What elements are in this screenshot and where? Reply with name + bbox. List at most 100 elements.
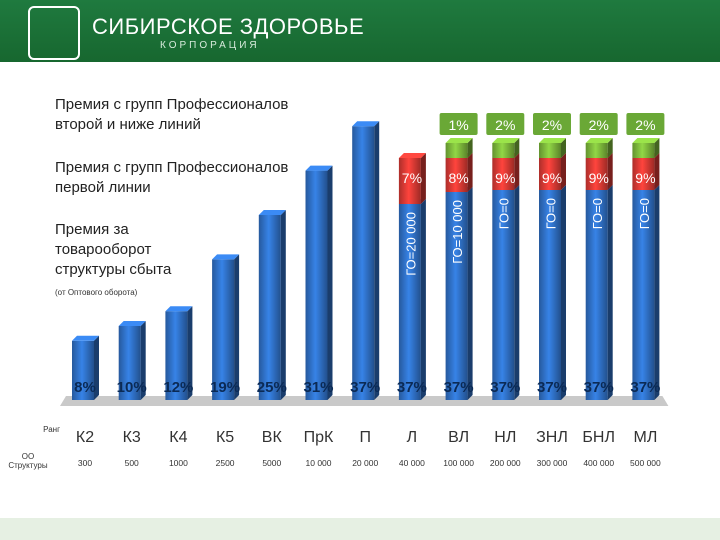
bar-blue-12: [585, 190, 608, 400]
bar-red-label-12: 9%: [589, 170, 609, 186]
bar-blue-6: [305, 170, 328, 400]
bar-blue-label-2: 10%: [117, 379, 147, 396]
bar-blue-3: [165, 311, 188, 400]
bar-blue-5-side: [280, 210, 286, 400]
bar-green-label-12: 2%: [589, 117, 609, 133]
bar-green-12: [585, 143, 608, 158]
bar-blue-2: [118, 326, 141, 400]
footer-band: [0, 518, 720, 540]
rank-label-2: К3: [123, 429, 141, 446]
oo-value-11: 300 000: [537, 458, 568, 468]
bar-blue-4-top: [212, 254, 240, 260]
bar-green-13-side: [654, 138, 660, 158]
bar-green-10-side: [514, 138, 520, 158]
bar-blue-9: [445, 192, 468, 400]
oo-value-2: 500: [125, 458, 139, 468]
bar-blue-8: [398, 204, 421, 400]
bar-blue-5: [258, 215, 281, 400]
bar-blue-3-side: [187, 306, 193, 400]
bar-blue-label-1: 8%: [74, 379, 96, 396]
bar-blue-2-top: [118, 321, 146, 326]
rank-label-5: ВК: [262, 429, 283, 446]
legend-tier3: Премия с групп Профессионалов второй и н…: [55, 96, 289, 133]
bar-blue-label-5: 25%: [257, 379, 287, 396]
bar-green-11-top: [539, 138, 566, 143]
bar-blue-10-side: [514, 185, 520, 400]
rank-label-12: БНЛ: [582, 429, 615, 446]
bar-blue-label-13: 37%: [630, 379, 660, 396]
bar-red-10-side: [514, 153, 520, 190]
bar-blue-label-3: 12%: [163, 379, 193, 396]
bar-green-10: [492, 143, 515, 158]
bar-red-9-side: [467, 153, 473, 192]
bar-blue-5-top: [258, 210, 286, 215]
bar-red-label-13: 9%: [635, 170, 655, 186]
bar-green-10-top: [492, 138, 520, 143]
bar-blue-13: [632, 190, 655, 400]
rank-label-6: ПрК: [304, 429, 334, 446]
bar-red-9: [445, 158, 468, 192]
bar-blue-7-side: [374, 121, 380, 400]
bar-red-label-11: 9%: [542, 170, 562, 186]
bar-red-10: [492, 158, 515, 190]
bar-red-label-8: 7%: [402, 170, 422, 186]
bar-blue-11-side: [561, 185, 566, 400]
bar-green-12-top: [585, 138, 613, 143]
oo-value-3: 1000: [169, 458, 188, 468]
bar-blue-13-side: [654, 185, 660, 400]
bar-green-9-top: [445, 138, 473, 143]
green-label-plate-13: [626, 113, 665, 135]
oo-value-4: 2500: [216, 458, 235, 468]
bar-green-12-side: [607, 138, 613, 158]
bar-green-11-side: [561, 138, 566, 158]
bar-red-11: [539, 158, 561, 190]
go-label-9: ГО=10 000: [450, 200, 465, 264]
bar-green-11: [539, 143, 561, 158]
green-label-plate-9: [439, 113, 478, 135]
bar-blue-4: [212, 259, 235, 400]
bar-blue-2-side: [140, 321, 146, 400]
bar-green-label-9: 1%: [448, 117, 468, 133]
bar-blue-label-8: 37%: [397, 379, 427, 396]
oo-value-5: 5000: [262, 458, 281, 468]
tree-logo-icon: [28, 6, 80, 60]
bar-blue-label-6: 31%: [303, 379, 333, 396]
bar-blue-8-side: [420, 199, 426, 400]
oo-value-9: 100 000: [443, 458, 474, 468]
legend-tier1: Премия за товаро­оборот структуры сбыта: [55, 221, 172, 278]
bar-blue-12-side: [607, 185, 613, 400]
bar-blue-6-top: [305, 165, 333, 171]
go-label-11: ГО=0: [543, 198, 558, 229]
bar-blue-7-top: [352, 121, 380, 127]
bar-blue-6-side: [327, 165, 333, 400]
oo-value-6: 10 000: [306, 458, 332, 468]
oo-value-10: 200 000: [490, 458, 521, 468]
bar-red-label-9: 8%: [448, 170, 468, 186]
oo-value-12: 400 000: [583, 458, 614, 468]
rank-label-9: ВЛ: [448, 429, 469, 446]
bar-red-13: [632, 158, 655, 190]
bar-blue-1: [72, 340, 94, 400]
bar-green-label-13: 2%: [635, 117, 655, 133]
header-band: СИБИРСКОЕ ЗДОРОВЬЕ КОРПОРАЦИЯ: [0, 0, 720, 62]
green-label-plate-12: [579, 113, 618, 135]
bar-red-8-top: [398, 153, 426, 158]
rank-row-label: Ранг: [43, 425, 60, 434]
bar-red-8-side: [420, 153, 426, 204]
oo-value-7: 20 000: [352, 458, 378, 468]
oo-value-13: 500 000: [630, 458, 661, 468]
bar-blue-11: [539, 190, 561, 400]
bar-blue-label-12: 37%: [584, 379, 614, 396]
oo-value-8: 40 000: [399, 458, 425, 468]
bar-red-label-10: 9%: [495, 170, 515, 186]
brand-name: СИБИРСКОЕ ЗДОРОВЬЕ: [92, 14, 365, 39]
bar-blue-7: [352, 126, 375, 400]
bar-blue-label-7: 37%: [350, 379, 380, 396]
bar-green-9-side: [467, 138, 473, 158]
bar-green-label-10: 2%: [495, 117, 515, 133]
rank-label-4: К5: [216, 429, 234, 446]
bar-blue-4-side: [234, 254, 240, 400]
bar-green-label-11: 2%: [542, 117, 562, 133]
green-label-plate-10: [486, 113, 525, 135]
